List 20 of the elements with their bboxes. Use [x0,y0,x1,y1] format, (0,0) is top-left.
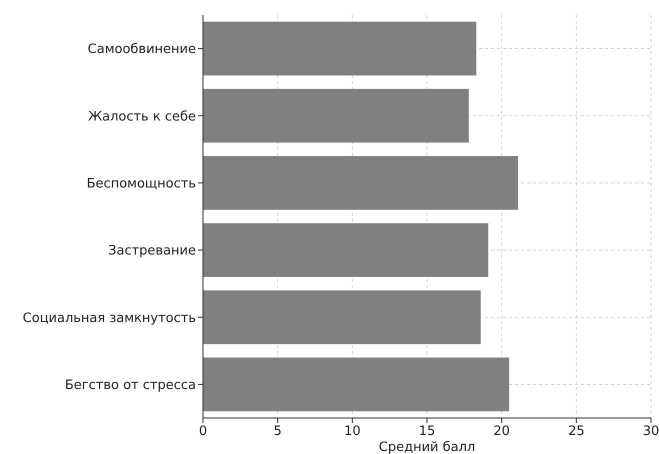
bar [203,290,481,344]
x-tick-label: 10 [344,424,361,439]
y-tick-label: Самообвинение [88,42,196,58]
bar [203,223,488,277]
x-tick-label: 20 [493,424,510,439]
bar [203,156,518,210]
bar [203,22,476,76]
x-tick-label: 15 [418,424,436,439]
bar [203,88,469,143]
x-tick-label: 5 [274,424,282,439]
x-axis-title: Средний балл [378,440,476,454]
x-tick-label: 0 [198,424,208,439]
y-tick-label: Жалость к себе [88,109,196,124]
y-tick-label: Социальная замкнутость [22,310,196,326]
y-tick-label: Бегство от стресса [64,378,196,393]
x-tick-label: 25 [568,424,585,439]
x-tick-label: 30 [642,424,659,439]
bar [203,358,510,412]
y-tick-label: Беспомощность [86,176,196,192]
y-tick-label: Застревание [108,244,196,259]
